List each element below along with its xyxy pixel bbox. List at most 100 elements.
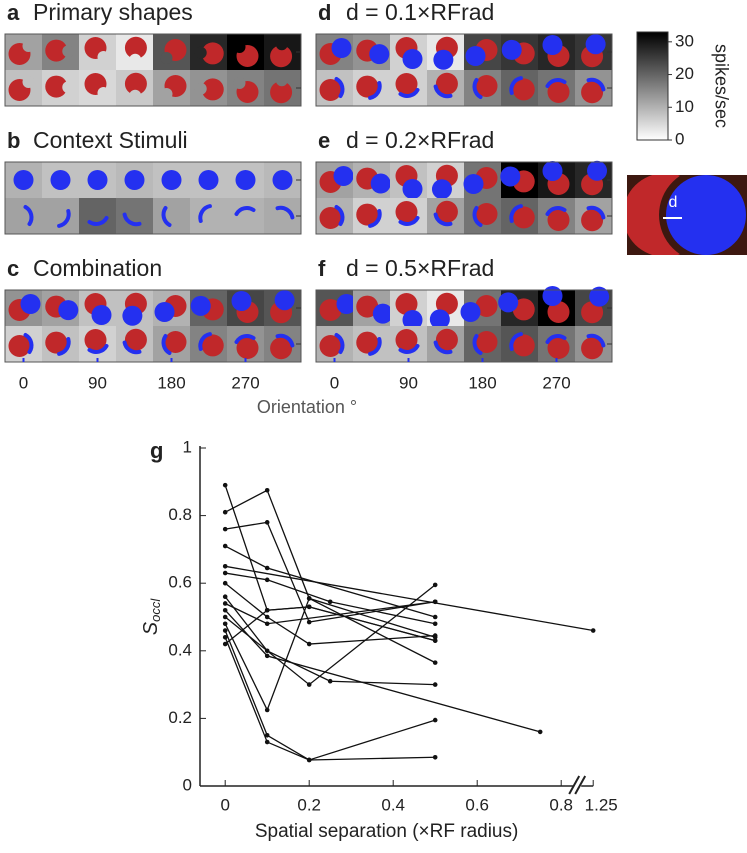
notch [129,89,142,102]
stimulus [472,331,498,355]
stimulus [124,36,147,66]
data-line [224,582,436,645]
stimulus [233,41,259,67]
data-point [432,682,438,687]
heatmap-cell [227,198,264,234]
notch [129,53,142,66]
blue-disk [272,170,293,190]
x-tick-label: 180 [157,373,185,392]
x-tick-label: 0 [19,373,28,392]
panel-label: c [7,256,19,281]
blue-disk [91,305,112,325]
stimulus [270,333,295,360]
red-disk [270,337,293,360]
y-tick-label: 0.2 [168,708,192,727]
stimulus [498,292,535,321]
colorbar-label: spikes/sec [711,44,731,128]
data-point [432,754,438,760]
blue-crescent [586,333,606,348]
blue-crescent [472,334,483,355]
blue-disk [465,46,486,66]
data-point [432,717,438,723]
heatmap-cell [42,198,79,234]
red-disk [270,81,293,104]
red-disk [547,301,570,323]
red-disk [581,337,604,360]
data-point [432,633,438,638]
stimulus [122,292,147,326]
stimulus [509,76,535,101]
blue-crescent [122,212,142,227]
red-disk [435,72,458,95]
panel-frame [4,289,302,363]
data-point [306,641,312,647]
stimulus [275,205,295,220]
data-line [225,565,594,632]
stimulus [431,164,458,200]
x-tick-label: 0 [220,795,229,814]
stimulus [87,170,108,190]
red-disk [435,292,458,315]
stimulus [356,39,390,65]
stimulus [581,333,606,360]
red-disk [435,200,458,223]
data-point [264,607,270,613]
blue-crescent [87,344,109,354]
blue-disk [587,160,608,181]
blue-disk [336,294,357,314]
x-tick-label: 90 [88,373,107,392]
x-tick-label: 180 [468,373,496,392]
stimulus [542,286,570,323]
stimulus [581,286,610,324]
data-line [224,630,436,761]
blue-disk [402,310,423,330]
red-disk [45,331,68,354]
stimulus [319,333,345,357]
blue-crescent [122,340,142,355]
colorbar-tick-label: 20 [675,64,694,83]
red-disk [475,203,498,225]
stimulus [433,328,458,355]
red-disk [475,75,498,97]
stimulus [87,216,109,226]
blue-crescent [433,84,453,99]
stimulus [270,290,295,324]
stimulus [581,160,608,196]
blue-crescent [368,209,382,228]
data-point [222,628,228,633]
stimulus [122,212,142,227]
blue-crescent [472,78,483,99]
blue-crescent [509,204,523,223]
stimulus [542,35,570,67]
data-line [224,596,436,686]
data-point [306,757,312,763]
x-tick-label: 270 [231,373,259,392]
data-point [222,634,228,640]
red-disk [395,73,418,95]
blue-crescent [275,333,295,348]
stimulus [160,39,187,64]
data-point [327,678,333,684]
stimulus [395,165,423,199]
stimulus [160,75,187,100]
red-disk [512,334,535,357]
red-disk [270,45,293,68]
data-point [306,596,312,601]
red-disk [395,293,418,315]
data-line [224,597,436,712]
red-disk [8,335,31,357]
stimulus [356,75,382,100]
x-tick-label: 1.25 [585,795,618,814]
blue-disk [433,49,454,70]
y-tick-label: 0 [183,775,192,794]
blue-disk [333,166,354,186]
blue-disk [13,170,34,190]
blue-disk [231,291,252,311]
data-point [537,729,543,735]
red-disk [356,295,379,318]
data-point [264,565,270,571]
stimulus [460,295,498,322]
stimulus [270,38,293,68]
stimulus [581,205,606,232]
stimulus [122,328,147,355]
